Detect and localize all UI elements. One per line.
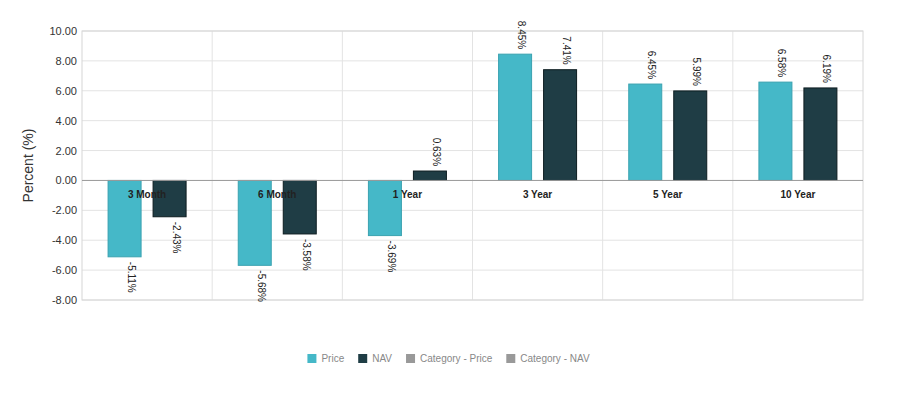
bar <box>759 82 792 180</box>
category-label: 3 Month <box>128 189 166 200</box>
category-label: 3 Year <box>523 189 552 200</box>
bar <box>674 91 707 181</box>
category-separator <box>472 31 473 300</box>
bars <box>108 54 837 265</box>
y-tick-label: 2.00 <box>56 145 77 157</box>
data-label: 5.99% <box>691 58 702 86</box>
y-tick-label: 10.00 <box>49 25 77 37</box>
legend-swatch <box>307 354 316 363</box>
category-label: 6 Month <box>258 189 296 200</box>
legend-label: Category - Price <box>420 353 493 364</box>
legend-item: Price <box>307 353 344 364</box>
category-separator <box>732 31 733 300</box>
bar <box>804 88 837 181</box>
data-label: 6.58% <box>776 49 787 77</box>
y-tick-label: -4.00 <box>52 234 77 246</box>
plot-frame <box>82 31 863 300</box>
data-label: 7.41% <box>561 36 572 64</box>
legend-label: NAV <box>372 353 392 364</box>
grid <box>82 31 863 300</box>
legend-label: Category - NAV <box>520 353 590 364</box>
data-label: -5.11% <box>126 262 137 293</box>
data-label: 0.63% <box>431 138 442 166</box>
legend-label: Price <box>321 353 344 364</box>
legend-item: NAV <box>358 353 392 364</box>
legend-item: Category - Price <box>406 353 493 364</box>
legend-item: Category - NAV <box>506 353 590 364</box>
y-tick-label: 6.00 <box>56 85 77 97</box>
data-label: -3.58% <box>301 239 312 271</box>
y-tick-label: -6.00 <box>52 264 77 276</box>
bar <box>413 171 446 180</box>
bar <box>544 70 577 181</box>
bar <box>499 54 532 180</box>
data-label: -2.43% <box>171 222 182 254</box>
chart: -8.00 -6.00 -4.00 -2.00 0.00 2.00 4.00 6.00 8.00… <box>0 0 897 400</box>
grid-line <box>82 180 863 181</box>
data-labels: -5.11% -5.68% -3.69% 8.45% 6.45% 6.58% -2.43% -… <box>126 21 833 302</box>
zero-line <box>82 180 863 181</box>
y-tick-label: -2.00 <box>52 204 77 216</box>
y-tick-label: 8.00 <box>56 55 77 67</box>
category-label: 10 Year <box>780 189 815 200</box>
y-tick-label: 4.00 <box>56 115 77 127</box>
data-label: -5.68% <box>256 270 267 302</box>
data-label: 6.45% <box>646 51 657 79</box>
data-label: 6.19% <box>821 55 832 83</box>
bar <box>629 84 662 180</box>
category-label: 5 Year <box>653 189 682 200</box>
legend-swatch <box>506 354 515 363</box>
y-tick-label: 0.00 <box>56 174 77 186</box>
y-axis-title: Percent (%) <box>20 129 36 203</box>
category-separator <box>342 31 343 300</box>
category-separator <box>602 31 603 300</box>
legend-swatch <box>358 354 367 363</box>
legend-swatch <box>406 354 415 363</box>
legend: Price NAV Category - Price Category - NAV <box>307 353 589 364</box>
category-separator <box>212 31 213 300</box>
category-label: 1 Year <box>393 189 422 200</box>
data-label: -3.69% <box>386 241 397 273</box>
y-tick-label: -8.00 <box>52 294 77 306</box>
data-label: 8.45% <box>516 21 527 49</box>
